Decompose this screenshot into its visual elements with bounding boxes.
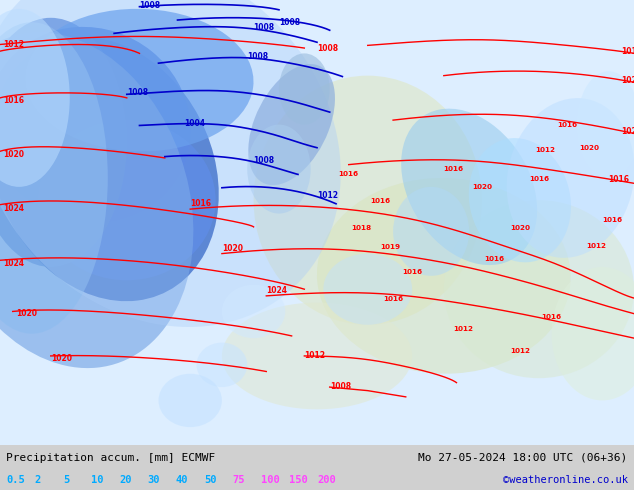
Text: 1024: 1024 <box>266 286 287 294</box>
Text: 20: 20 <box>119 475 132 485</box>
Ellipse shape <box>0 32 193 368</box>
Text: 1008: 1008 <box>139 1 160 10</box>
Ellipse shape <box>254 75 482 325</box>
Ellipse shape <box>279 53 330 124</box>
Text: 1024: 1024 <box>3 204 24 213</box>
Text: 1016: 1016 <box>3 96 24 104</box>
Text: 1004: 1004 <box>184 119 205 128</box>
Text: 50: 50 <box>204 475 217 485</box>
Text: Precipitation accum. [mm] ECMWF: Precipitation accum. [mm] ECMWF <box>6 453 216 463</box>
Text: 1008: 1008 <box>317 45 338 53</box>
Text: 1008: 1008 <box>247 52 268 61</box>
Text: 1012: 1012 <box>535 147 555 153</box>
Text: 1024: 1024 <box>621 75 634 85</box>
Text: 1008: 1008 <box>330 382 351 391</box>
Ellipse shape <box>197 343 247 387</box>
Text: 1008: 1008 <box>127 88 148 97</box>
Text: 5: 5 <box>63 475 69 485</box>
Text: ©weatheronline.co.uk: ©weatheronline.co.uk <box>503 475 628 485</box>
Text: 100: 100 <box>261 475 279 485</box>
Ellipse shape <box>444 200 634 378</box>
Text: 1016: 1016 <box>529 176 549 182</box>
Ellipse shape <box>393 187 469 276</box>
Text: 1020: 1020 <box>510 225 530 231</box>
Text: 1020: 1020 <box>472 184 492 190</box>
Text: 1019: 1019 <box>380 244 400 250</box>
Text: 1016: 1016 <box>541 314 562 320</box>
Text: 1008: 1008 <box>279 18 300 27</box>
Text: 2: 2 <box>35 475 41 485</box>
Text: 40: 40 <box>176 475 188 485</box>
Text: 1020: 1020 <box>3 150 24 159</box>
Text: 1016: 1016 <box>339 172 359 177</box>
Text: 75: 75 <box>232 475 245 485</box>
Text: 1020: 1020 <box>222 244 243 253</box>
Text: 1020: 1020 <box>51 354 72 363</box>
Ellipse shape <box>401 109 537 265</box>
Text: 1016: 1016 <box>443 166 463 172</box>
Ellipse shape <box>469 138 571 262</box>
Ellipse shape <box>222 285 285 338</box>
Text: 1012: 1012 <box>453 326 473 332</box>
Text: 1012: 1012 <box>304 350 325 360</box>
Text: 1020: 1020 <box>621 127 634 136</box>
Ellipse shape <box>0 22 108 334</box>
Ellipse shape <box>0 27 191 222</box>
Text: 1016: 1016 <box>484 256 505 262</box>
Text: 1020: 1020 <box>579 145 600 151</box>
Text: 10: 10 <box>91 475 103 485</box>
Text: Mo 27-05-2024 18:00 UTC (06+36): Mo 27-05-2024 18:00 UTC (06+36) <box>418 453 628 463</box>
Text: 1024: 1024 <box>3 259 24 268</box>
Text: 1012: 1012 <box>3 40 24 49</box>
Ellipse shape <box>38 120 216 280</box>
Text: 1012: 1012 <box>510 347 530 354</box>
Text: 1016: 1016 <box>609 175 630 184</box>
Ellipse shape <box>552 267 634 400</box>
Text: 1016: 1016 <box>602 217 622 223</box>
Text: 150: 150 <box>288 475 307 485</box>
Text: 1012: 1012 <box>586 243 606 248</box>
Text: 1018: 1018 <box>351 225 372 231</box>
Ellipse shape <box>0 9 70 187</box>
Text: 200: 200 <box>317 475 336 485</box>
Ellipse shape <box>247 124 311 214</box>
Ellipse shape <box>222 302 412 409</box>
Ellipse shape <box>507 98 634 258</box>
Ellipse shape <box>25 9 254 151</box>
Text: 1016: 1016 <box>557 122 578 128</box>
Ellipse shape <box>0 0 340 327</box>
Ellipse shape <box>249 64 335 185</box>
Ellipse shape <box>317 178 571 374</box>
Text: 1016: 1016 <box>402 270 422 275</box>
Text: 1016: 1016 <box>383 296 403 302</box>
Ellipse shape <box>0 37 219 301</box>
Ellipse shape <box>0 18 127 267</box>
Text: 1016: 1016 <box>370 198 391 204</box>
Ellipse shape <box>323 254 412 325</box>
Text: 1008: 1008 <box>254 23 275 32</box>
Text: 1016: 1016 <box>190 199 211 208</box>
Ellipse shape <box>158 374 222 427</box>
Text: 1020: 1020 <box>16 309 37 318</box>
Text: 1016: 1016 <box>621 47 634 56</box>
Text: 30: 30 <box>148 475 160 485</box>
Ellipse shape <box>577 71 634 178</box>
Text: 1008: 1008 <box>254 156 275 165</box>
Text: 1012: 1012 <box>317 191 338 200</box>
Text: 0.5: 0.5 <box>6 475 25 485</box>
